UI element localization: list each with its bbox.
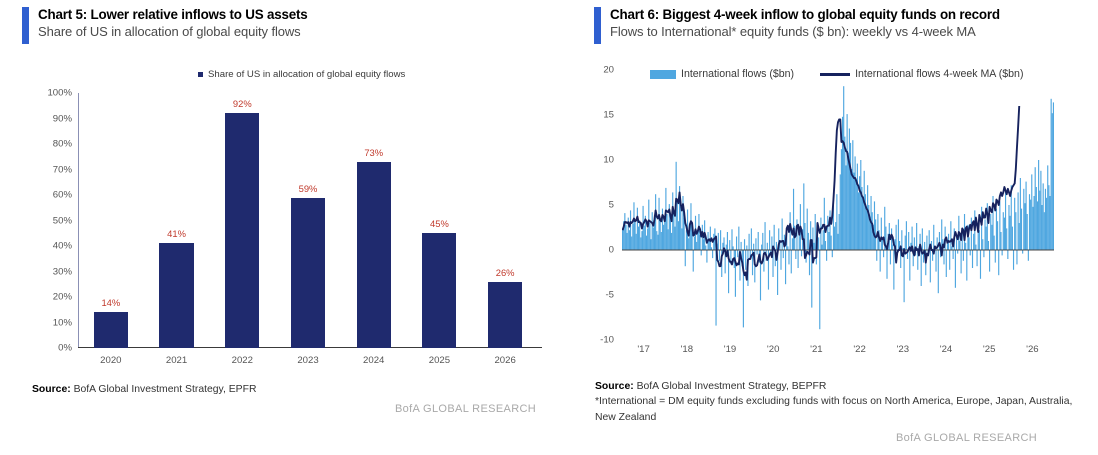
chart5-bar	[422, 233, 457, 348]
chart5-legend: Share of US in allocation of global equi…	[198, 69, 431, 80]
chart6-footnote: *International = DM equity funds excludi…	[595, 396, 1073, 423]
chart5-bar	[488, 281, 523, 348]
chart6-x-tick: '17	[637, 344, 650, 355]
chart6-plot-area: 20 15 10 5 0 -5 -10 '17 '18 '19 '20 '21 '22 '23 '24 '25…	[600, 65, 1054, 355]
chart6-bars	[622, 86, 1054, 330]
chart5-y-tick: 90%	[52, 113, 72, 124]
chart6-source-prefix: Source:	[595, 381, 634, 392]
chart6-title: Chart 6: Biggest 4-week inflow to global…	[610, 7, 1000, 22]
chart6-accent-bar	[594, 7, 601, 44]
chart5-x-tick: 2026	[494, 355, 516, 366]
chart5-legend-item: Share of US in allocation of global equi…	[198, 69, 405, 80]
chart6-y-tick: 0	[608, 244, 614, 256]
chart5-header: Chart 5: Lower relative inflows to US as…	[22, 6, 308, 44]
chart6-source: Source: BofA Global Investment Strategy,…	[595, 379, 826, 395]
chart5-x-tick: 2020	[100, 355, 122, 366]
chart5-legend-label: Share of US in allocation of global equi…	[208, 69, 406, 80]
chart6-subtitle: Flows to International* equity funds ($ …	[610, 24, 976, 39]
chart6-y-tick: 20	[603, 64, 614, 76]
chart6-y-tick: 15	[603, 109, 614, 121]
chart6-brand: BofA GLOBAL RESEARCH	[896, 432, 1038, 444]
chart5-source-text: BofA Global Investment Strategy, EPFR	[70, 384, 257, 395]
chart5-bar-label: 26%	[495, 266, 515, 278]
chart6-legend-item-line: International flows 4-week MA ($bn)	[820, 68, 1023, 80]
chart5-y-tick: 60%	[52, 189, 72, 201]
chart6-x-tick: '23	[896, 344, 910, 355]
chart6-y-tick: -10	[600, 334, 614, 346]
chart6-legend-item-bars: International flows ($bn)	[650, 68, 794, 80]
chart5-title: Chart 5: Lower relative inflows to US as…	[38, 7, 308, 22]
chart5-bar	[159, 243, 194, 348]
chart6-header: Chart 6: Biggest 4-week inflow to global…	[594, 6, 1000, 44]
chart6-y-tick: -5	[605, 289, 614, 301]
chart5-y-tick: 20%	[52, 291, 72, 303]
chart5-bar-label: 14%	[101, 297, 121, 309]
chart5-source-prefix: Source:	[32, 384, 71, 395]
chart5-bar	[356, 161, 391, 348]
chart5-y-tick: 70%	[52, 164, 72, 175]
chart5-bar-label: 59%	[298, 182, 318, 194]
chart5-x-tick: 2023	[297, 355, 319, 366]
chart5-x-tick: 2025	[428, 355, 451, 366]
chart6-x-tick: '18	[680, 344, 694, 355]
chart6-x-tick: '20	[766, 344, 780, 355]
chart6-series-canvas	[622, 86, 1054, 330]
square-marker-icon	[198, 72, 203, 77]
line-swatch-icon	[820, 72, 851, 76]
chart5-y-tick: 0%	[58, 342, 72, 354]
chart5-source: Source: BofA Global Investment Strategy,…	[32, 382, 256, 398]
chart5-y-tick: 30%	[52, 266, 72, 277]
chart5-y-tick: 100%	[47, 87, 72, 99]
chart5-bar-label: 73%	[364, 146, 384, 158]
chart5-y-tick: 50%	[52, 215, 72, 226]
chart5-y-axis-line	[78, 93, 79, 348]
chart5-y-tick: 10%	[52, 317, 72, 328]
chart5-bar	[290, 197, 326, 348]
chart6-panel: Chart 6: Biggest 4-week inflow to global…	[556, 0, 1098, 455]
chart6-ma-line	[622, 105, 1021, 281]
chart6-x-tick: '25	[982, 344, 996, 355]
chart5-bar-label: 92%	[232, 98, 252, 110]
chart5-bar-label: 41%	[167, 228, 186, 240]
chart6-x-tick: '26	[1026, 344, 1039, 355]
chart6-y-tick: 10	[603, 154, 614, 166]
chart6-y-tick: 5	[608, 199, 614, 211]
chart6-legend-label-line: International flows 4-week MA ($bn)	[855, 68, 1024, 80]
chart5-bar	[93, 312, 128, 348]
chart6-x-tick: '24	[939, 344, 953, 355]
bar-swatch-icon	[650, 69, 676, 79]
chart6-x-tick: '21	[810, 344, 823, 355]
chart6-legend: International flows ($bn) International …	[650, 68, 1049, 80]
chart5-x-tick: 2021	[165, 355, 188, 366]
chart6-legend-label-bars: International flows ($bn)	[681, 68, 795, 80]
chart6-source-text: BofA Global Investment Strategy, BEPFR	[633, 381, 827, 392]
chart5-y-tick: 40%	[52, 240, 72, 252]
chart6-x-tick: '19	[723, 344, 737, 355]
chart5-brand: BofA GLOBAL RESEARCH	[395, 403, 537, 415]
chart5-bar	[225, 113, 260, 348]
chart5-y-tick: 80%	[52, 138, 72, 150]
chart5-subtitle: Share of US in allocation of global equi…	[38, 24, 301, 39]
chart5-panel: Chart 5: Lower relative inflows to US as…	[22, 6, 542, 415]
chart5-x-tick: 2024	[363, 355, 385, 366]
chart5-accent-bar	[22, 7, 29, 44]
chart5-plot-area: 100% 90% 80% 70% 60% 50% 40% 30% 20% 10% 0% 14% 2020…	[47, 88, 542, 366]
chart5-bar-label: 45%	[430, 218, 449, 230]
chart5-x-tick: 2022	[231, 355, 253, 366]
chart6-x-tick: '22	[853, 344, 866, 355]
